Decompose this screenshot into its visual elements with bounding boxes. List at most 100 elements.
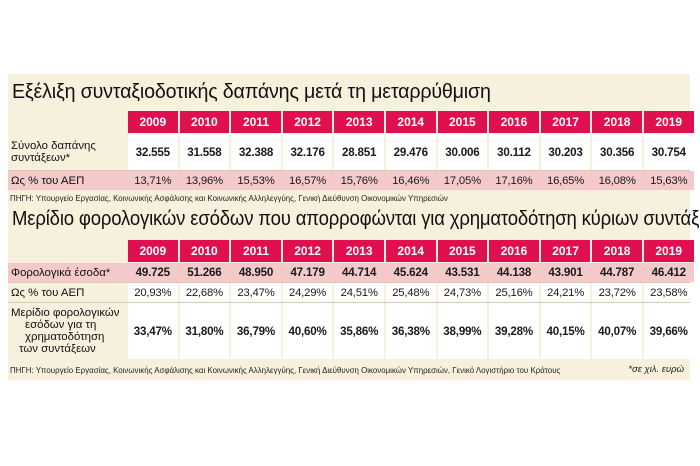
year-header-cell: 2017	[540, 111, 591, 133]
table-cell: 43.901	[540, 263, 591, 282]
year-header-cell: 2009	[128, 240, 178, 262]
table-cell: 24,21%	[540, 283, 591, 302]
row-label: Φορολογικά έσοδα*	[11, 266, 111, 279]
year-header-cell: 2010	[179, 111, 230, 133]
table-cell: 46.412	[643, 263, 694, 282]
unit-note: *σε χιλ. ευρώ	[628, 364, 684, 375]
table-cell: 32.388	[231, 134, 281, 170]
table-cell: 39,66%	[643, 303, 694, 359]
table-cell: 16,08%	[592, 171, 642, 190]
table-cell: 30.203	[540, 134, 591, 170]
table-cell: 38,99%	[437, 303, 488, 359]
table-cell: 47.179	[282, 263, 333, 282]
table-cell: 43.531	[437, 263, 488, 282]
table-cell: 17,05%	[437, 171, 488, 190]
table-cell: 16,57%	[282, 171, 333, 190]
table-cell: 23,47%	[231, 283, 281, 302]
row-label: Ως % του ΑΕΠ	[11, 286, 85, 299]
table2-row-gdp-share: Ως % του ΑΕΠ 20,93% 22,68% 23,47% 24,29% 24,…	[8, 283, 694, 302]
table-cell: 33,47%	[128, 303, 178, 359]
table-cell: 17,16%	[489, 171, 539, 190]
infographic-panel: Εξέλιξη συνταξιοδοτικής δαπάνης μετά τη …	[8, 74, 700, 380]
row-label-line: χρηματοδότηση	[25, 331, 105, 343]
table-cell: 15,63%	[643, 171, 694, 190]
year-header-cell: 2016	[489, 111, 539, 133]
table-cell: 39,28%	[489, 303, 539, 359]
table-cell: 48.950	[231, 263, 281, 282]
year-header-cell: 2015	[437, 111, 488, 133]
year-header-cell: 2019	[643, 111, 694, 133]
table1-title: Εξέλιξη συνταξιοδοτικής δαπάνης μετά τη …	[12, 80, 491, 103]
table1-row-gdp-share: Ως % του ΑΕΠ 13,71% 13,96% 15,53% 16,57% 15,…	[8, 171, 694, 190]
table2-row-tax-revenue: Φορολογικά έσοδα* 49.725 51.266 48.950 47.1…	[8, 263, 694, 282]
row-label: Μερίδιο φορολογικών εσόδων για τη χρηματ…	[11, 305, 120, 357]
table-cell: 51.266	[179, 263, 230, 282]
table-cell: 31.558	[179, 134, 230, 170]
row-label-line: Μερίδιο φορολογικών	[11, 307, 120, 319]
table-cell: 35,86%	[334, 303, 384, 359]
table-cell: 25,16%	[489, 283, 539, 302]
table-cell: 23,58%	[643, 283, 694, 302]
table-cell: 29.476	[385, 134, 436, 170]
table-cell: 40,60%	[282, 303, 333, 359]
table-cell: 40,15%	[540, 303, 591, 359]
divider	[8, 302, 690, 303]
year-header-cell: 2011	[231, 111, 281, 133]
year-header-cell: 2012	[282, 111, 333, 133]
table-cell: 44.138	[489, 263, 539, 282]
table-cell: 24,51%	[334, 283, 384, 302]
table-cell: 40,07%	[592, 303, 642, 359]
table-cell: 13,96%	[179, 171, 230, 190]
table-cell: 44.714	[334, 263, 384, 282]
table-cell: 22,68%	[179, 283, 230, 302]
table-cell: 15,53%	[231, 171, 281, 190]
year-header-cell: 2014	[385, 111, 436, 133]
table-cell: 45.624	[385, 263, 436, 282]
table-cell: 30.006	[437, 134, 488, 170]
table-cell: 49.725	[128, 263, 178, 282]
table-cell: 36,79%	[231, 303, 281, 359]
divider	[8, 282, 690, 283]
table-cell: 31,80%	[179, 303, 230, 359]
year-header-cell: 2011	[231, 240, 281, 262]
table-cell: 13,71%	[128, 171, 178, 190]
row-label-line: συντάξεων*	[11, 152, 71, 164]
table2-source: ΠΗΓΗ: Υπουργείο Εργασίας, Κοινωνικής Ασφ…	[10, 365, 561, 375]
table-cell: 23,72%	[592, 283, 642, 302]
table-cell: 30.112	[489, 134, 539, 170]
year-header-cell: 2014	[385, 240, 436, 262]
table-cell: 24,29%	[282, 283, 333, 302]
row-label-line: εσόδων για τη	[25, 319, 97, 331]
table1-source: ΠΗΓΗ: Υπουργείο Εργασίας, Κοινωνικής Ασφ…	[10, 193, 448, 203]
table-cell: 44.787	[592, 263, 642, 282]
year-header-cell: 2015	[437, 240, 488, 262]
year-header-cell: 2009	[128, 111, 178, 133]
year-header-cell: 2013	[334, 111, 384, 133]
table-cell: 16,65%	[540, 171, 591, 190]
year-header-cell: 2017	[540, 240, 591, 262]
table-cell: 24,73%	[437, 283, 488, 302]
year-header-cell: 2018	[592, 111, 642, 133]
table-cell: 30.754	[643, 134, 694, 170]
table-cell: 25,48%	[385, 283, 436, 302]
year-header-cell: 2012	[282, 240, 333, 262]
table-cell: 36,38%	[385, 303, 436, 359]
table-cell: 28.851	[334, 134, 384, 170]
year-header-cell: 2018	[592, 240, 642, 262]
divider	[8, 170, 690, 171]
year-header-cell: 2016	[489, 240, 539, 262]
row-label-line: των συντάξεων	[19, 343, 96, 355]
table2-year-header: 2009 2010 2011 2012 2013 2014 2015 2016 2017 2018…	[128, 240, 694, 262]
table-cell: 16,46%	[385, 171, 436, 190]
table-cell: 32.176	[282, 134, 333, 170]
table-cell: 20,93%	[128, 283, 178, 302]
year-header-cell: 2019	[643, 240, 694, 262]
table-cell: 32.555	[128, 134, 178, 170]
table1-year-header: 2009 2010 2011 2012 2013 2014 2015 2016 2017 2018…	[128, 111, 694, 133]
table2-title: Μερίδιο φορολογικών εσόδων που απορροφών…	[12, 207, 700, 230]
table2-row-tax-share-for-pensions: Μερίδιο φορολογικών εσόδων για τη χρηματ…	[8, 303, 694, 359]
table1-row-pension-expenditure: Σύνολο δαπάνης συντάξεων* 32.555 31.558 32…	[8, 134, 694, 170]
table-cell: 15,76%	[334, 171, 384, 190]
year-header-cell: 2013	[334, 240, 384, 262]
table-cell: 30.356	[592, 134, 642, 170]
